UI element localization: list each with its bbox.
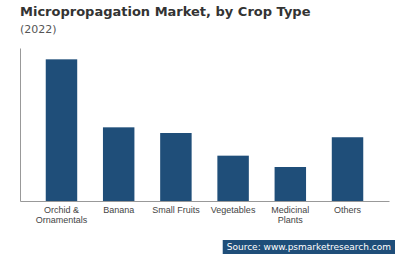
x-tick-label-line: Vegetables bbox=[211, 205, 256, 215]
source-text: Source: www.psmarketresearch.com bbox=[227, 242, 391, 252]
y-axis-line bbox=[20, 49, 21, 202]
x-tick-label: MedicinalPlants bbox=[271, 205, 309, 225]
bars bbox=[46, 59, 364, 201]
subtitle: (2022) bbox=[20, 23, 57, 36]
bar bbox=[103, 127, 134, 201]
x-tick-label-line: Small Fruits bbox=[152, 205, 200, 215]
x-tick-label-line: Medicinal bbox=[271, 205, 309, 215]
bar bbox=[217, 156, 248, 201]
x-tick-label-line: Others bbox=[334, 205, 362, 215]
x-tick-label: Banana bbox=[103, 205, 134, 215]
source-box bbox=[223, 240, 395, 254]
x-axis: Orchid &Ornamentals Banana Small Fruits Veg… bbox=[21, 202, 390, 226]
x-tick-label: Vegetables bbox=[211, 205, 256, 215]
bar bbox=[46, 59, 77, 201]
x-tick-label: Small Fruits bbox=[152, 205, 200, 215]
source: Source: www.psmarketresearch.com bbox=[223, 240, 395, 254]
bar bbox=[160, 133, 191, 201]
x-tick-label-line: Plants bbox=[278, 215, 304, 225]
x-tick: Banana bbox=[103, 205, 134, 215]
bar bbox=[332, 137, 363, 201]
bar bbox=[275, 167, 306, 201]
plot: Orchid &Ornamentals Banana Small Fruits Veg… bbox=[21, 49, 390, 226]
x-tick-label-line: Banana bbox=[103, 205, 134, 215]
x-tick: MedicinalPlants bbox=[271, 205, 309, 225]
x-tick: Orchid &Ornamentals bbox=[36, 205, 88, 225]
title: Micropropagation Market, by Crop Type bbox=[20, 4, 311, 19]
y-axis bbox=[20, 49, 21, 202]
x-tick-label: Orchid &Ornamentals bbox=[36, 205, 88, 225]
x-tick: Small Fruits bbox=[152, 205, 200, 215]
x-tick-label-line: Ornamentals bbox=[36, 215, 88, 225]
chart: Micropropagation Market, by Crop Type (20… bbox=[0, 0, 399, 257]
x-tick-label-line: Orchid & bbox=[44, 205, 79, 215]
x-tick: Vegetables bbox=[211, 205, 256, 215]
x-tick: Others bbox=[334, 205, 362, 215]
x-axis-line bbox=[21, 201, 390, 202]
titles: Micropropagation Market, by Crop Type (20… bbox=[20, 4, 311, 36]
x-tick-label: Others bbox=[334, 205, 362, 215]
